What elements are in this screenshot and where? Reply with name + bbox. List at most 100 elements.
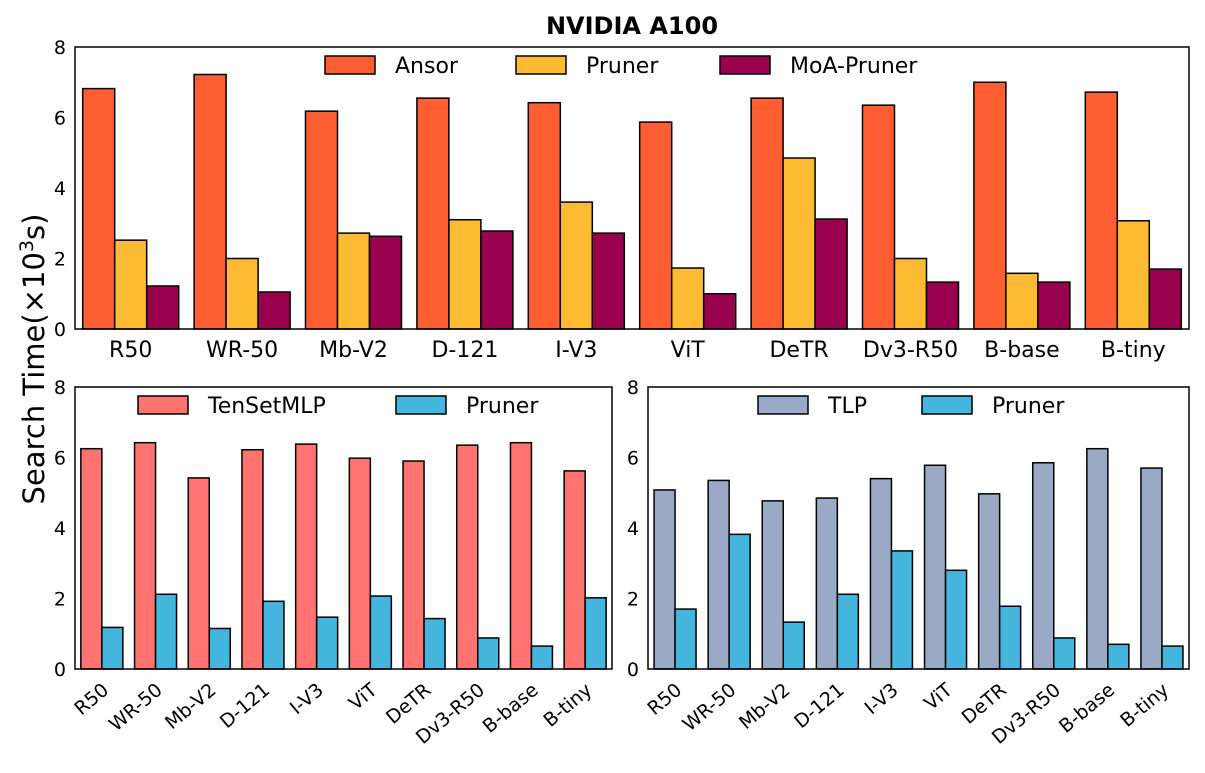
bar-moa-pruner-wr-50 xyxy=(257,291,291,330)
bar-moa-pruner-dv3-r50 xyxy=(925,281,960,330)
bar-pruner-b-base xyxy=(1107,643,1130,670)
bar-pruner-wr-50 xyxy=(154,593,178,670)
x-tick-label: ViT xyxy=(345,679,382,715)
x-tick-label: B-base xyxy=(479,679,543,738)
bar-pruner-b-tiny xyxy=(1116,220,1151,330)
legend-swatch xyxy=(719,55,771,75)
x-tick-label: B-base xyxy=(984,338,1059,363)
y-tick-label: 6 xyxy=(627,448,639,470)
bar-pruner-r50 xyxy=(674,608,697,670)
x-tick-label: B-tiny xyxy=(1101,338,1166,363)
legend-swatch xyxy=(757,395,809,415)
bar-pruner-mb-v2 xyxy=(782,621,805,670)
x-tick-label: WR-50 xyxy=(679,679,741,736)
y-tick-label: 0 xyxy=(54,659,66,681)
chart-panel-top: NVIDIA A100 0 2 4 6 8 R50 WR-50 Mb-V2 D-121 I-V3 Vi… xyxy=(54,12,1190,363)
bar-pruner-mb-v2 xyxy=(208,627,231,670)
bar-ansor-r50 xyxy=(81,87,116,330)
legend-swatch xyxy=(395,395,447,415)
bar-tlp-vit xyxy=(923,464,947,670)
bar-pruner-dv3-r50 xyxy=(477,637,500,670)
bar-pruner-d-121 xyxy=(836,593,860,670)
bar-tlp-detr xyxy=(977,493,1001,670)
bar-pruner-b-tiny xyxy=(584,597,607,670)
y-tick-label: 2 xyxy=(54,589,66,611)
bar-pruner-dv3-r50 xyxy=(1053,637,1076,670)
bar-tlp-b-tiny xyxy=(1140,467,1163,670)
bar-ansor-mb-v2 xyxy=(304,110,339,330)
x-tick-label: ViT xyxy=(671,338,706,363)
x-tick-label: WR-50 xyxy=(206,338,278,363)
bar-pruner-vit xyxy=(369,595,393,670)
bar-pruner-i-v3 xyxy=(890,550,914,670)
x-tick-label: R50 xyxy=(70,679,113,720)
y-tick-label: 4 xyxy=(627,518,639,540)
x-tick-label: D-121 xyxy=(431,338,498,363)
x-tick-label: WR-50 xyxy=(105,679,167,736)
bar-pruner-r50 xyxy=(113,239,148,330)
bar-pruner-i-v3 xyxy=(315,616,339,670)
bar-tlp-dv3-r50 xyxy=(1032,462,1055,670)
bar-pruner-detr xyxy=(782,157,816,330)
bar-ansor-d-121 xyxy=(416,97,450,330)
bar-moa-pruner-d-121 xyxy=(480,230,514,330)
x-tick-label: R50 xyxy=(643,679,686,720)
bar-pruner-mb-v2 xyxy=(336,232,371,330)
legend-swatch xyxy=(515,55,567,75)
bar-pruner-vit xyxy=(670,267,705,330)
legend-label: TLP xyxy=(827,394,867,419)
legend-label: Pruner xyxy=(466,394,539,419)
bar-tensetmlp-detr xyxy=(402,460,425,670)
y-tick-label: 8 xyxy=(627,377,639,399)
bar-moa-pruner-detr xyxy=(814,218,848,330)
bar-tensetmlp-i-v3 xyxy=(294,443,318,670)
bar-moa-pruner-i-v3 xyxy=(591,232,626,330)
bar-tlp-b-base xyxy=(1086,447,1109,670)
bar-ansor-b-tiny xyxy=(1084,91,1119,330)
bar-ansor-i-v3 xyxy=(527,101,562,330)
y-axis-label: Search Time(×103s) xyxy=(16,214,51,505)
bar-pruner-d-121 xyxy=(262,600,285,670)
y-tick-label: 8 xyxy=(54,377,66,399)
axes-frame xyxy=(74,46,1190,330)
bar-tlp-wr-50 xyxy=(707,479,730,670)
y-tick-label: 4 xyxy=(54,518,66,540)
x-tick-label: D-121 xyxy=(790,679,848,733)
x-tick-label: I-V3 xyxy=(286,679,328,719)
bar-ansor-detr xyxy=(750,97,784,330)
axes-frame xyxy=(74,386,613,670)
x-tick-label: Dv3-R50 xyxy=(863,338,958,363)
x-tick-label: R50 xyxy=(109,338,152,363)
legend-label: Ansor xyxy=(395,54,459,79)
bar-pruner-i-v3 xyxy=(559,201,594,330)
y-tick-label: 0 xyxy=(627,659,639,681)
legend-label: Pruner xyxy=(992,394,1065,419)
bar-pruner-d-121 xyxy=(448,218,482,330)
bar-ansor-vit xyxy=(638,121,673,330)
x-tick-label: ViT xyxy=(920,679,957,715)
x-tick-label: I-V3 xyxy=(861,679,903,719)
legend-swatch xyxy=(137,395,189,415)
bar-tlp-i-v3 xyxy=(869,477,893,670)
bar-tensetmlp-r50 xyxy=(80,447,103,670)
bar-moa-pruner-b-tiny xyxy=(1148,268,1183,330)
x-tick-label: Mb-V2 xyxy=(735,679,795,734)
x-tick-label: I-V3 xyxy=(555,338,597,363)
bar-ansor-dv3-r50 xyxy=(861,104,896,330)
bar-pruner-detr xyxy=(998,605,1022,670)
legend-label: Pruner xyxy=(586,54,659,79)
y-tick-label: 2 xyxy=(54,249,66,271)
axes-frame xyxy=(647,386,1190,670)
bar-tensetmlp-d-121 xyxy=(241,448,264,670)
bar-tensetmlp-b-tiny xyxy=(563,470,586,670)
bar-pruner-r50 xyxy=(101,626,124,670)
legend-label: MoA-Pruner xyxy=(790,54,918,79)
x-tick-label: Mb-V2 xyxy=(319,338,388,363)
bar-moa-pruner-mb-v2 xyxy=(368,235,403,330)
legend-swatch xyxy=(921,395,973,415)
bar-tlp-d-121 xyxy=(815,497,839,670)
bar-tensetmlp-wr-50 xyxy=(133,441,157,670)
